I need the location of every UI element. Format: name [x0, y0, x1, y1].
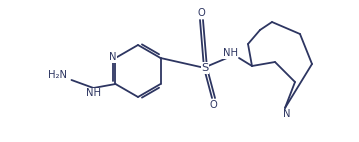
Text: N: N [109, 52, 116, 62]
Text: O: O [209, 100, 217, 110]
Text: S: S [201, 63, 209, 73]
Text: N: N [283, 109, 291, 119]
Text: NH: NH [223, 48, 238, 58]
Text: O: O [197, 8, 205, 18]
Text: H₂N: H₂N [48, 70, 67, 80]
Text: NH: NH [86, 88, 101, 98]
